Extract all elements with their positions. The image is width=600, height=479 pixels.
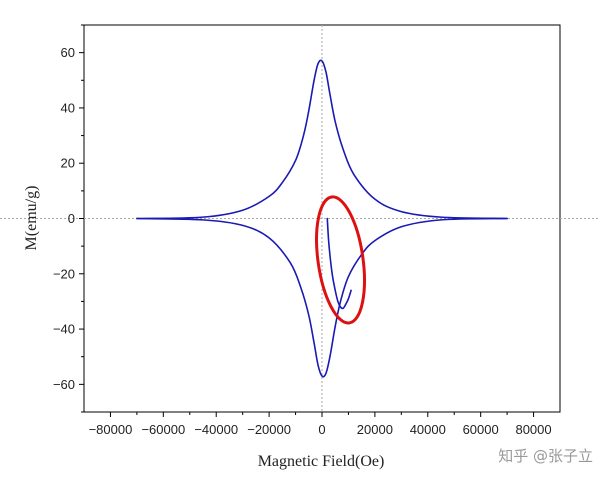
series-line: [136, 217, 508, 378]
annotations: [315, 195, 366, 325]
x-tick-label: −60000: [141, 422, 185, 437]
x-tick-label: −40000: [194, 422, 238, 437]
watermark-text: 知乎 @张子立: [498, 447, 593, 465]
x-tick-label: 80000: [515, 422, 551, 437]
x-tick-label: 20000: [357, 422, 393, 437]
series-group: [136, 59, 508, 378]
x-tick-label: 0: [318, 422, 325, 437]
y-tick-label: −60: [53, 377, 75, 392]
y-tick-label: 20: [61, 156, 75, 171]
highlight-ellipse: [315, 195, 366, 325]
y-tick-label: −20: [53, 266, 75, 281]
y-axis: −60 −40 −20 0 20 40 60: [53, 24, 84, 413]
x-tick-label: −20000: [247, 422, 291, 437]
x-tick-label: −80000: [89, 422, 133, 437]
y-tick-label: 60: [61, 45, 75, 60]
y-axis-title: M(emu/g): [23, 186, 40, 251]
x-tick-label: 40000: [410, 422, 446, 437]
series-line: [326, 217, 352, 310]
x-axis: −80000 −60000 −40000 −20000 0 20000 40000 60000…: [89, 412, 552, 437]
series-line: [136, 59, 508, 220]
y-tick-label: 40: [61, 100, 75, 115]
x-axis-title: Magnetic Field(Oe): [258, 453, 385, 470]
y-tick-label: 0: [68, 211, 75, 226]
y-tick-label: −40: [53, 322, 75, 337]
x-tick-label: 60000: [463, 422, 499, 437]
